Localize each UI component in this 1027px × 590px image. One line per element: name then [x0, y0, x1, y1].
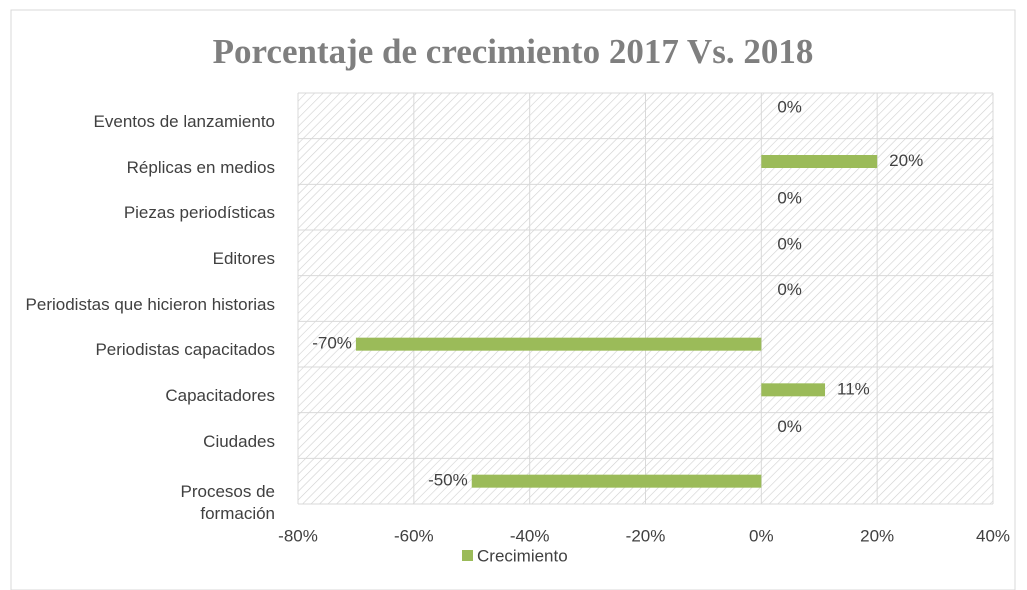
y-tick-label: Piezas periodísticas	[123, 203, 275, 223]
bar	[761, 383, 826, 397]
y-tick-label: Ciudades	[203, 431, 275, 451]
y-tick-label: Periodistas que hicieron historias	[25, 294, 275, 314]
data-label: 0%	[777, 189, 802, 208]
bar	[471, 474, 762, 488]
data-label: 0%	[777, 234, 802, 253]
bar	[761, 155, 878, 168]
bar	[355, 337, 762, 351]
data-label: 11%	[837, 379, 870, 398]
x-tick-label: -60%	[394, 526, 434, 545]
y-tick-label: Capacitadores	[165, 385, 275, 405]
data-label: 0%	[777, 97, 802, 116]
x-tick-label: 0%	[749, 526, 774, 545]
y-tick-label: Procesos de formación	[180, 482, 276, 524]
legend-label: Crecimiento	[477, 546, 568, 565]
y-tick-label: Réplicas en medios	[126, 157, 275, 177]
legend-swatch	[462, 550, 473, 561]
y-tick-label: Periodistas capacitados	[95, 340, 275, 360]
x-tick-label: 20%	[860, 526, 894, 545]
data-label: -70%	[312, 334, 352, 353]
x-tick-label: 40%	[976, 526, 1010, 545]
chart-title: Porcentaje de crecimiento 2017 Vs. 2018	[213, 32, 814, 71]
y-tick-label: Eventos de lanzamiento	[93, 111, 275, 131]
data-label: 0%	[777, 417, 802, 436]
x-tick-label: -40%	[510, 526, 550, 545]
y-tick-label: Editores	[212, 248, 275, 268]
data-label: -50%	[428, 471, 468, 490]
data-label: 0%	[777, 280, 802, 299]
data-label: 20%	[889, 151, 923, 170]
x-tick-label: -80%	[278, 526, 318, 545]
x-tick-label: -20%	[626, 526, 666, 545]
